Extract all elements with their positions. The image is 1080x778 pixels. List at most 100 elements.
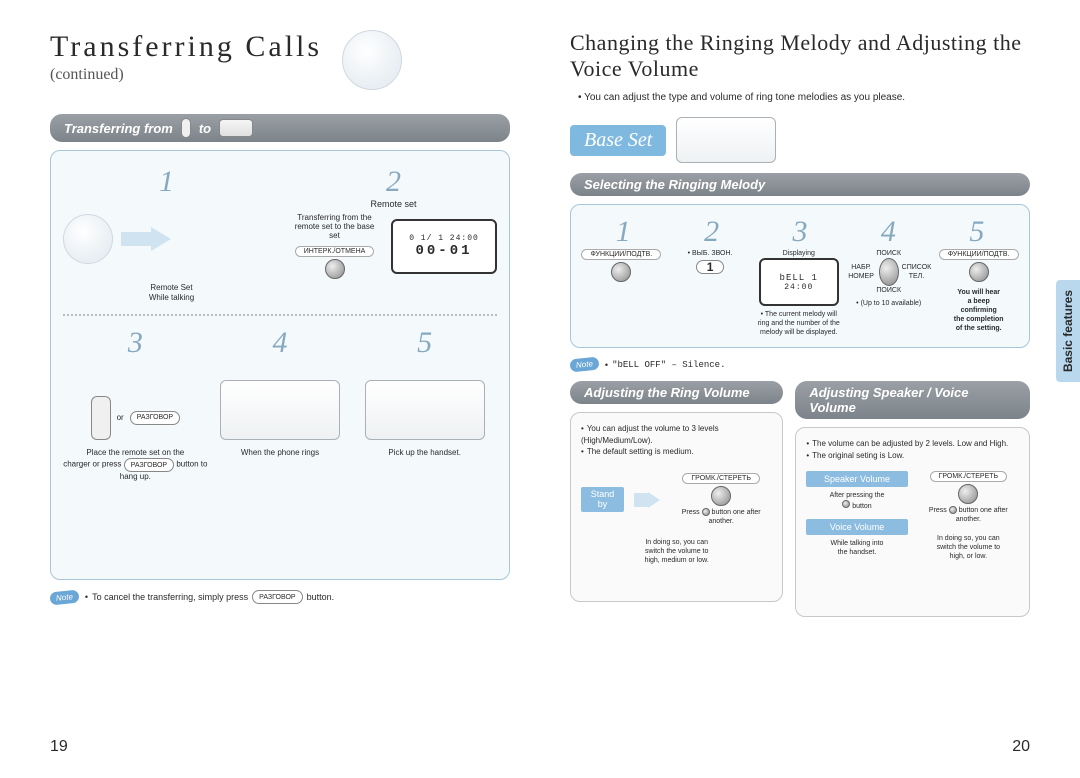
step-number: 1 [159,165,174,199]
lcd-melody: bELL 1 24:00 [759,258,839,306]
arrow-right-icon [634,492,660,508]
step3-n1: The current melody will [765,311,837,318]
func-confirm-button[interactable] [611,262,631,282]
step-number: 3 [793,215,808,249]
speaker-volume-tag: Speaker Volume [806,471,907,487]
volume-button-2[interactable] [958,484,978,504]
step5-caption: Pick up the handset. [388,448,461,458]
step3-displaying: Displaying [783,249,815,258]
press-suffix: button one after another. [709,509,761,525]
right-title: Changing the Ringing Melody and Adjustin… [570,30,1030,82]
step2-top: ВЫБ. ЗВОН. [692,250,732,257]
step4-note: (Up to 10 available) [861,300,922,307]
handset-on-charger-icon [91,396,111,440]
sv-r3: high, or low. [950,553,987,560]
base-pickup-icon [365,380,485,440]
band-transferring: Transferring from to [50,114,510,142]
s5n2: a beep [968,298,990,305]
voice-volume-tag: Voice Volume [806,519,907,535]
band-to: to [199,121,211,136]
arrow-right-icon [121,227,171,251]
step-number: 4 [273,326,288,360]
panel-ring-volume: You can adjust the volume to 3 levels (H… [570,412,783,602]
func-confirm-label-2: ФУНКЦИИ/ПОДТВ. [939,249,1019,260]
page-left: Transferring Calls (continued) Transferr… [0,0,540,778]
step4-bottom: ПОИСК [876,286,901,295]
step-number: 5 [969,215,984,249]
illustration-people [342,30,402,90]
base-phone-icon [219,119,253,137]
volume-button[interactable] [711,486,731,506]
panel-transferring-steps: 1 2 Remote set Transferring [50,150,510,580]
standby-tag: Stand by [581,487,624,513]
step3-or: or [117,413,124,422]
step-number: 1 [616,215,631,249]
func-confirm-label: ФУНКЦИИ/ПОДТВ. [581,249,661,260]
page-number-right: 20 [1012,738,1030,756]
while-talking-2: the handset. [838,549,877,556]
handset-icon [181,118,191,138]
step3-n3: melody will be displayed. [760,329,837,336]
step-number: 2 [386,165,401,199]
panel-melody: 1 2 3 4 5 ФУНКЦИИ/ПОДТВ. • ВЫБ. ЗВОН. 1 [570,204,1030,348]
step4-right: СПИСОК ТЕЛ. [901,263,933,281]
tiny-button-icon [702,508,710,516]
step3-cap4: hang up. [120,472,151,481]
left-title: Transferring Calls [50,30,322,64]
talk-button-label[interactable]: РАЗГОВОР [130,411,180,425]
step-number: 3 [128,326,143,360]
button-word: button [852,503,871,510]
func-confirm-button-2[interactable] [969,262,989,282]
band-selecting-melody: Selecting the Ringing Melody [570,173,1030,196]
s5n4: the completion [954,316,1004,323]
bell-off-text: "bELL OFF" – Silence. [612,360,725,370]
lcd-melody-l1: bELL 1 [780,273,818,283]
key-1[interactable]: 1 [696,260,725,274]
band-transferring-from: Transferring from [64,121,173,136]
intercom-button-label: ИНТЕРК./ОТМЕНА [295,246,375,257]
note-bell-off: Note • "bELL OFF" – Silence. [570,358,1030,371]
spvol-b1: The volume can be adjusted by 2 levels. … [806,438,1019,449]
volume-btn-label: ГРОМК./СТЕРЕТЬ [682,473,760,484]
base-set-pill: Base Set [570,125,666,156]
s5n3: confirming [961,307,997,314]
base-set-icon [676,117,776,163]
tiny-button-icon [949,506,957,514]
step-number: 2 [704,215,719,249]
illustration-person-talking [63,214,113,264]
talk-button-note: РАЗГОВОР [252,590,302,604]
nav-dial[interactable] [879,258,899,286]
sv-r2: switch the volume to [937,544,1000,551]
rv-r2: switch the volume to [645,548,708,555]
step1-cap2: While talking [149,293,194,302]
press-prefix-2: Press [929,507,947,514]
tiny-button-icon [842,500,850,508]
step2-top-label: Remote set [370,199,416,209]
lcd-melody-l2: 24:00 [784,283,813,292]
note-badge-2: Note [569,357,599,373]
step2-desc2: remote set to the base set [290,222,379,240]
step3-cap1: Place the remote set on the [86,448,184,457]
while-talking-1: While talking into [831,540,884,547]
talk-button-inline: РАЗГОВОР [124,458,174,472]
left-continued: (continued) [50,66,322,84]
step4-caption: When the phone rings [241,448,319,458]
page-number-left: 19 [50,738,68,756]
intercom-button[interactable] [325,259,345,279]
step1-cap1: Remote Set [150,283,192,292]
ringvol-b1: You can adjust the volume to 3 levels (H… [581,423,772,445]
lcd-line2: 00-01 [415,243,472,259]
step2-desc1: Transferring from the [290,213,379,222]
base-ringing-icon [220,380,340,440]
after-pressing: After pressing the [830,492,885,499]
step3-cap3: button to [176,460,207,469]
side-tab-basic-features: Basic features [1056,280,1080,382]
note-prefix: To cancel the transferring, simply press [92,592,248,602]
step4-top: ПОИСК [876,249,901,258]
note-suffix: button. [307,592,335,602]
step3-n2: ring and the number of the [758,320,840,327]
sv-r1: In doing so, you can [937,535,1000,542]
s5n1: You will hear [957,289,1000,296]
press-prefix: Press [682,509,700,516]
band-speaker-volume: Adjusting Speaker / Voice Volume [795,381,1030,419]
